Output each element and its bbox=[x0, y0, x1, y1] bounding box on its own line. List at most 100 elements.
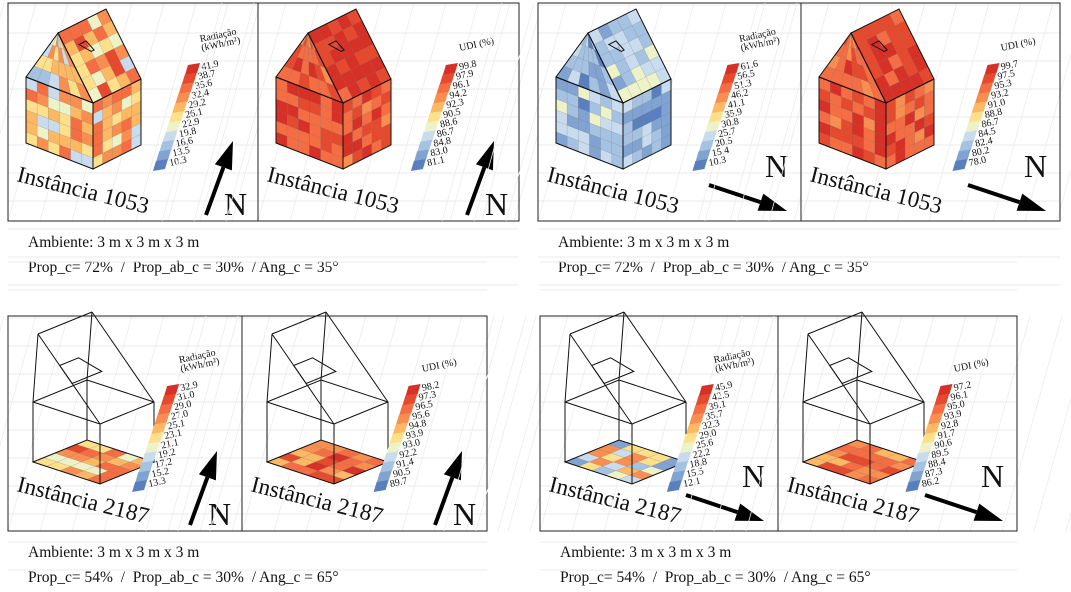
legend-swatch bbox=[952, 159, 968, 171]
legend-swatch bbox=[396, 412, 411, 425]
caption-line: Ambiente: 3 m x 3 m x 3 m bbox=[560, 544, 731, 561]
ground-grid bbox=[401, 315, 463, 532]
wireframe-edge bbox=[320, 379, 389, 403]
legend-value: 13.3 bbox=[147, 476, 166, 490]
heat-cell bbox=[302, 32, 309, 47]
ground-grid bbox=[475, 315, 537, 532]
legend-swatch bbox=[958, 139, 974, 152]
heat-cell bbox=[57, 32, 62, 49]
legend-swatch bbox=[178, 82, 194, 95]
legend-swatch bbox=[436, 82, 452, 95]
legend-value: 96.1 bbox=[950, 389, 969, 403]
legend-swatch bbox=[686, 422, 701, 435]
ground-grid bbox=[0, 315, 37, 447]
legend-value: 80.2 bbox=[971, 145, 990, 159]
legend-swatch bbox=[689, 412, 705, 425]
north-arrow-shaft bbox=[685, 493, 739, 515]
north-arrow-shaft bbox=[465, 166, 487, 216]
ground-grid bbox=[443, 315, 505, 532]
heat-cell bbox=[55, 32, 59, 48]
ground-grid bbox=[507, 315, 569, 532]
legend-swatch bbox=[965, 120, 981, 133]
ground-grid bbox=[928, 2, 990, 222]
ground-grid bbox=[697, 2, 759, 222]
legend-swatch bbox=[670, 470, 685, 483]
legend-swatch bbox=[153, 159, 168, 171]
legend-swatch bbox=[164, 384, 180, 396]
wireframe-edge bbox=[623, 311, 687, 403]
legend-value: 98.2 bbox=[421, 380, 440, 394]
ground-grid bbox=[745, 315, 807, 532]
legend-value: 56.5 bbox=[736, 68, 755, 82]
legend-swatch bbox=[666, 480, 682, 492]
legend-swatch bbox=[934, 393, 950, 406]
legend-swatch bbox=[915, 451, 931, 464]
legend-swatch bbox=[984, 63, 1000, 75]
legend-swatch bbox=[165, 120, 181, 133]
legend-value: 90.5 bbox=[392, 466, 411, 480]
legend-swatch bbox=[908, 470, 924, 483]
legend-swatch bbox=[721, 72, 737, 85]
legend-swatch bbox=[962, 130, 978, 143]
render-image: 98.297.396.595.694.893.993.092.291.490.5… bbox=[145, 261, 591, 571]
legend-value: 99.8 bbox=[458, 59, 477, 73]
north-label: N bbox=[1024, 148, 1047, 184]
legend-swatch bbox=[132, 480, 148, 492]
legend-value: 88.6 bbox=[439, 116, 458, 130]
legend-value: 45.9 bbox=[714, 380, 733, 394]
legend-value: 29.0 bbox=[698, 428, 717, 442]
legend-value: 19.2 bbox=[157, 447, 176, 461]
legend-value: 29.0 bbox=[173, 399, 192, 413]
render-image: 99.797.595.393.291.088.886.784.582.480.2… bbox=[704, 2, 1071, 286]
ground-grid bbox=[992, 2, 1054, 222]
legend-value: 97.3 bbox=[418, 389, 437, 403]
wireframe-edge bbox=[325, 311, 389, 403]
ground-grid bbox=[385, 2, 447, 222]
ground-grid bbox=[449, 2, 511, 222]
legend-swatch bbox=[430, 101, 446, 114]
house-edge bbox=[850, 8, 935, 104]
legend-value: 17.2 bbox=[154, 456, 173, 470]
legend-swatch bbox=[426, 111, 442, 123]
wireframe-edge bbox=[564, 379, 620, 403]
legend-value: 90.5 bbox=[442, 107, 461, 121]
image-frame bbox=[800, 2, 1061, 222]
heat-cell bbox=[850, 32, 855, 49]
legend-value: 91.4 bbox=[395, 456, 414, 470]
legend-value: 32.9 bbox=[179, 380, 198, 394]
ground-grid bbox=[417, 2, 479, 222]
legend-swatch bbox=[162, 130, 178, 143]
wireframe-edge bbox=[86, 379, 155, 403]
legend-swatch bbox=[402, 393, 418, 406]
legend-swatch bbox=[692, 159, 708, 171]
legend-swatch bbox=[154, 412, 170, 425]
house-edge bbox=[587, 8, 672, 104]
wireframe-edge bbox=[618, 311, 625, 381]
legend-swatch bbox=[405, 384, 421, 396]
image-frame bbox=[777, 315, 1018, 532]
ground-grid bbox=[505, 2, 567, 222]
ground-grid bbox=[161, 2, 223, 222]
legend-value: 99.7 bbox=[1000, 59, 1019, 73]
render-image: 97.296.195.093.992.891.790.689.588.487.3… bbox=[681, 261, 1071, 571]
legend-value: 83.0 bbox=[429, 145, 448, 159]
north-label: N bbox=[485, 186, 508, 222]
legend-value: 15.2 bbox=[151, 466, 170, 480]
ground-grid bbox=[135, 2, 197, 222]
ground-grid bbox=[103, 315, 165, 532]
ground-grid bbox=[273, 315, 335, 532]
roof-window bbox=[58, 357, 103, 385]
ground-grid bbox=[809, 315, 871, 532]
ground-grid bbox=[199, 2, 261, 222]
roof-window bbox=[77, 40, 95, 52]
ground-grid bbox=[729, 2, 791, 222]
legend-swatch bbox=[175, 91, 191, 104]
ground-grid bbox=[145, 315, 207, 532]
legend-value: 39.1 bbox=[708, 399, 727, 413]
wireframe-edge bbox=[569, 311, 625, 335]
legend-swatch bbox=[383, 451, 399, 464]
wireframe-edge bbox=[861, 311, 925, 403]
heat-cell bbox=[305, 32, 309, 48]
ground-grid bbox=[1001, 315, 1063, 532]
